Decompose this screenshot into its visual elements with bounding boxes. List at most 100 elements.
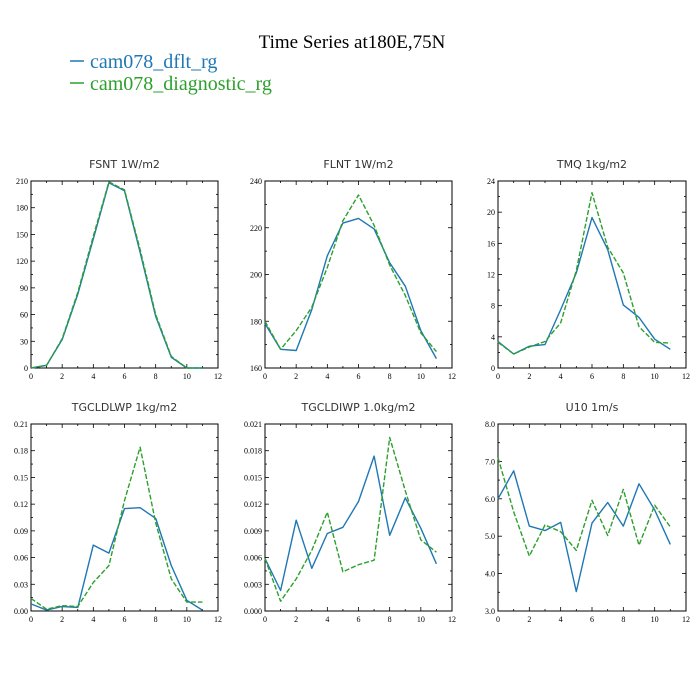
x-tick-label: 0 [496,615,500,624]
y-tick-label: 90 [20,284,28,293]
y-tick-label: 8 [491,302,495,311]
y-tick-label: 12 [487,271,495,280]
plot-frame [497,180,687,369]
y-tick-label: 160 [250,364,262,373]
series-line-dflt [497,216,671,355]
panel-4: TGCLDIWP 1.0kg/m2 0 2 4 6 8 10 12 0.000 0.003 0.00… [244,401,456,624]
x-tick-label: 12 [682,372,690,381]
x-tick-label: 8 [388,372,392,381]
series-line-dflt [264,455,438,592]
panel-title: TMQ 1kg/m2 [556,158,627,171]
y-tick-label: 0.003 [244,580,262,589]
legend-label-diagnostic: cam078_diagnostic_rg [90,73,272,95]
x-tick-label: 0 [263,615,267,624]
x-tick-label: 6 [123,372,127,381]
x-tick-label: 10 [651,615,659,624]
y-tick-label: 0.00 [14,607,28,616]
plot-frame [30,180,219,369]
series-line-diagnostic [30,181,203,369]
y-tick-label: 150 [16,230,28,239]
x-tick-label: 8 [621,372,625,381]
panel-title: TGCLDIWP 1.0kg/m2 [300,401,415,414]
y-tick-label: 210 [16,177,28,186]
x-tick-label: 4 [91,372,95,381]
y-tick-label: 16 [487,239,495,248]
series-line-dflt [497,470,671,593]
y-tick-label: 240 [250,177,262,186]
y-tick-label: 0.021 [244,420,262,429]
y-tick-label: 0.18 [14,447,28,456]
y-tick-label: 0.006 [244,554,262,563]
x-tick-label: 8 [621,615,625,624]
y-tick-label: 180 [16,204,28,213]
series-line-dflt [30,182,203,369]
x-tick-label: 0 [29,372,33,381]
y-tick-label: 0.15 [14,473,28,482]
x-tick-label: 6 [590,615,594,624]
y-tick-label: 4 [491,333,495,342]
y-tick-label: 0.012 [244,500,262,509]
y-tick-label: 7.0 [485,457,495,466]
y-tick-label: 3.0 [485,607,495,616]
series-line-dflt [264,217,438,359]
panel-title: FLNT 1W/m2 [323,158,393,171]
x-tick-label: 2 [527,372,531,381]
x-tick-label: 4 [325,372,329,381]
y-tick-label: 20 [487,208,495,217]
x-tick-label: 0 [29,615,33,624]
y-tick-label: 30 [20,337,28,346]
panels: FSNT 1W/m20 2 4 6 8 10 120306090120150180210FL… [14,158,690,624]
panel-title: TGCLDLWP 1kg/m2 [71,401,177,414]
series-line-diagnostic [497,191,671,355]
x-tick-label: 2 [527,615,531,624]
x-tick-label: 12 [448,615,456,624]
y-tick-label: 0.000 [244,607,262,616]
x-tick-label: 8 [154,615,158,624]
x-tick-label: 2 [60,615,64,624]
series-line-diagnostic [264,194,437,353]
x-tick-label: 10 [183,372,191,381]
x-tick-label: 10 [651,372,659,381]
series-line-diagnostic [30,446,203,610]
legend: cam078_dflt_rg cam078_diagnostic_rg [70,51,272,95]
x-tick-label: 0 [496,372,500,381]
x-tick-label: 6 [590,372,594,381]
panel-1: FLNT 1W/m2 0 2 4 6 8 10 12 160 180 200 220 240 [250,158,456,381]
y-tick-label: 0.015 [244,473,262,482]
x-tick-label: 8 [388,615,392,624]
x-tick-label: 6 [357,372,361,381]
y-tick-label: 0.018 [244,447,262,456]
x-tick-label: 6 [123,615,127,624]
y-tick-label: 8.0 [485,420,495,429]
panel-3: TGCLDLWP 1kg/m2 0 2 4 6 8 10 12 0.00 0.03 0.06 0.09… [14,401,222,624]
panel-title: FSNT 1W/m2 [89,158,160,171]
x-tick-label: 10 [417,372,425,381]
y-tick-label: 120 [16,257,28,266]
x-tick-label: 4 [559,372,563,381]
y-tick-label: 0.03 [14,580,28,589]
series-line-dflt [30,507,203,611]
x-tick-label: 2 [294,615,298,624]
y-tick-label: 6.0 [485,495,495,504]
y-tick-label: 0 [24,364,28,373]
figure-title: Time Series at180E,75N [259,32,446,53]
y-tick-label: 220 [250,224,262,233]
x-tick-label: 12 [448,372,456,381]
y-tick-label: 0 [491,364,495,373]
x-tick-label: 12 [682,615,690,624]
y-tick-label: 200 [250,271,262,280]
x-tick-label: 12 [214,615,222,624]
y-tick-label: 0.09 [14,527,28,536]
y-tick-label: 24 [487,177,495,186]
x-tick-label: 2 [60,372,64,381]
x-tick-label: 12 [214,372,222,381]
x-tick-label: 8 [154,372,158,381]
x-tick-label: 10 [183,615,191,624]
plot-frame [264,180,453,369]
x-tick-label: 4 [325,615,329,624]
legend-label-dflt: cam078_dflt_rg [90,51,217,73]
y-tick-label: 5.0 [485,532,495,541]
